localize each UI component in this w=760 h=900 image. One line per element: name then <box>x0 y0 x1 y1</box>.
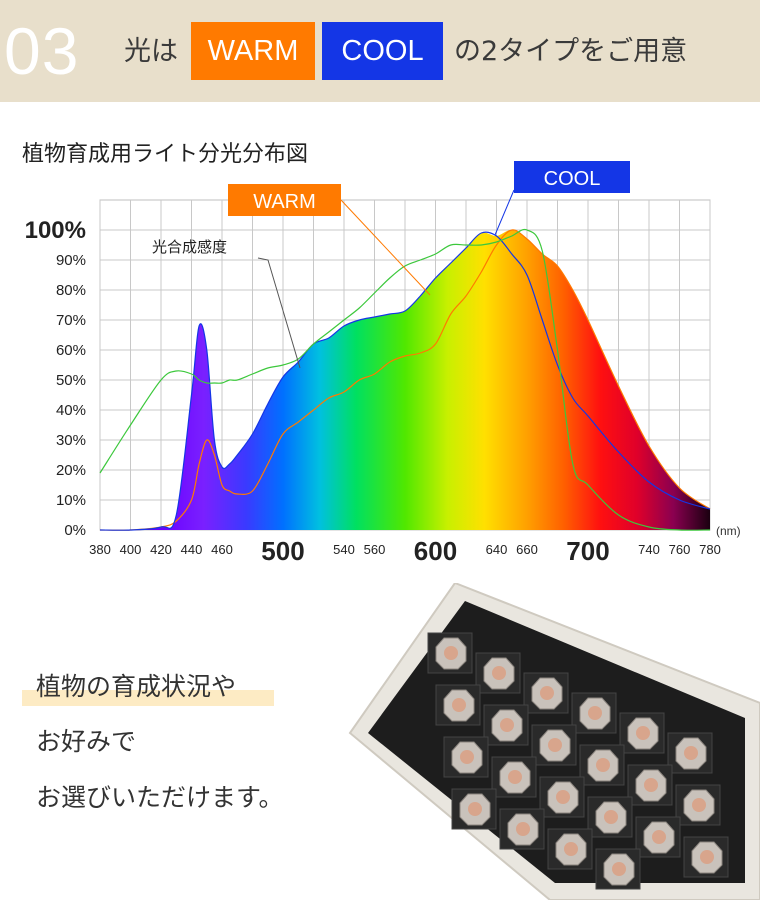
caption-line-1: 植物の育成状況や <box>36 672 237 701</box>
led-chip <box>556 790 570 804</box>
spectrum-area <box>100 229 710 531</box>
series-line-sensitivity <box>99 228 711 531</box>
y-tick-label: 0% <box>64 522 86 539</box>
header-prefix: 光は <box>124 36 178 67</box>
led-chip <box>548 738 562 752</box>
series-line-warm <box>99 229 711 531</box>
cool-pointer <box>494 189 515 236</box>
x-tick-label: 380 <box>89 542 111 557</box>
y-tick-label: 90% <box>56 252 86 269</box>
x-axis-unit: (nm) <box>716 524 741 538</box>
y-tick-label: 40% <box>56 402 86 419</box>
led-chip <box>652 830 666 844</box>
spectrum-fill <box>100 229 710 531</box>
chart-title: 植物育成用ライト分光分布図 <box>22 142 309 167</box>
x-tick-label: 660 <box>516 542 538 557</box>
cool-tag: COOL <box>322 22 443 80</box>
section-number: 03 <box>4 14 80 88</box>
caption-line-3: お選びいただけます。 <box>36 783 284 812</box>
led-chip <box>468 802 482 816</box>
sensitivity-pointer <box>257 257 301 369</box>
y-tick-label: 30% <box>56 432 86 449</box>
caption-line-2: お好みで <box>36 727 137 756</box>
y-tick-label: 60% <box>56 342 86 359</box>
header-suffix: の2タイプをご用意 <box>454 36 688 67</box>
led-chip <box>684 746 698 760</box>
warm-tag: WARM <box>191 22 315 80</box>
y-tick-label: 50% <box>56 372 86 389</box>
x-tick-label: 780 <box>699 542 721 557</box>
led-chip <box>596 758 610 772</box>
x-tick-label: 760 <box>669 542 691 557</box>
annotations: 光合成感度 WARM COOL <box>152 161 630 369</box>
spectrum-chart: 0% 10% 20% 30% 40% 50% 60% 70% 80% 90% 100% 380 400 4… <box>25 161 741 566</box>
tick-labels: 0% 10% 20% 30% 40% 50% 60% 70% 80% 90% 100% 380 400 4… <box>25 217 741 566</box>
caption-highlight <box>22 690 274 706</box>
x-tick-label: 700 <box>566 536 609 566</box>
light-fixture-image <box>348 583 760 900</box>
led-chip <box>636 726 650 740</box>
led-chip <box>700 850 714 864</box>
led-chip <box>508 770 522 784</box>
led-chip <box>540 686 554 700</box>
warm-label: WARM <box>253 191 316 213</box>
led-chip <box>500 718 514 732</box>
led-chip <box>460 750 474 764</box>
series-lines <box>99 228 711 531</box>
x-tick-label: 560 <box>364 542 386 557</box>
led-chip <box>564 842 578 856</box>
x-tick-label: 460 <box>211 542 233 557</box>
x-tick-label: 500 <box>261 536 304 566</box>
led-chip <box>612 862 626 876</box>
y-tick-label: 70% <box>56 312 86 329</box>
led-chip <box>644 778 658 792</box>
x-tick-label: 420 <box>150 542 172 557</box>
warm-pointer <box>340 199 431 296</box>
y-tick-label: 10% <box>56 492 86 509</box>
led-chip <box>692 798 706 812</box>
sensitivity-label: 光合成感度 <box>152 238 227 256</box>
header-band: 03 光は WARM COOL の2タイプをご用意 <box>0 0 760 102</box>
y-tick-label: 20% <box>56 462 86 479</box>
led-chip <box>604 810 618 824</box>
series-line-cool <box>99 231 711 531</box>
led-chip <box>588 706 602 720</box>
led-chip <box>444 646 458 660</box>
cool-label: COOL <box>544 168 601 190</box>
y-tick-label: 100% <box>25 217 86 244</box>
x-tick-label: 600 <box>414 536 457 566</box>
x-tick-label: 640 <box>486 542 508 557</box>
cool-label-box <box>514 161 630 193</box>
x-tick-label: 540 <box>333 542 355 557</box>
warm-label-box <box>228 184 341 216</box>
x-tick-label: 740 <box>638 542 660 557</box>
led-chip <box>452 698 466 712</box>
x-tick-label: 440 <box>181 542 203 557</box>
led-chip <box>492 666 506 680</box>
x-tick-label: 400 <box>120 542 142 557</box>
y-tick-label: 80% <box>56 282 86 299</box>
led-chip <box>516 822 530 836</box>
